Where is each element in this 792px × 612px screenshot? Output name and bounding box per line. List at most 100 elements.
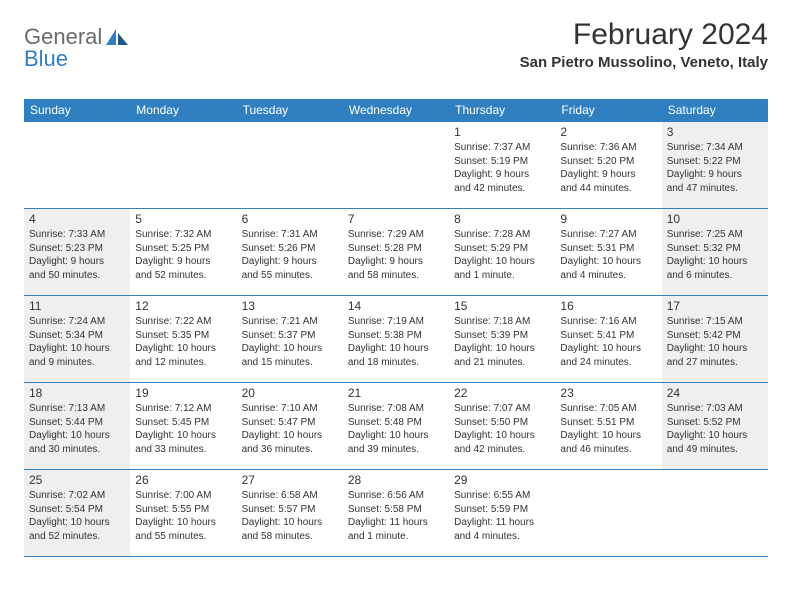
day-info-line: Sunset: 5:59 PM (454, 503, 550, 517)
day-info-line: Daylight: 10 hours (348, 342, 444, 356)
day-number: 13 (242, 299, 338, 313)
day-info-line: and 4 minutes. (560, 269, 656, 283)
day-info-line: Sunset: 5:29 PM (454, 242, 550, 256)
day-info-line: Sunrise: 7:25 AM (667, 228, 763, 242)
week-row: 25Sunrise: 7:02 AMSunset: 5:54 PMDayligh… (24, 469, 768, 557)
day-of-week-header: Sunday (24, 99, 130, 121)
day-info-line: Sunset: 5:26 PM (242, 242, 338, 256)
day-info-line: Sunrise: 7:05 AM (560, 402, 656, 416)
day-info-line: Sunset: 5:34 PM (29, 329, 125, 343)
day-of-week-header: Monday (130, 99, 236, 121)
day-info-line: Daylight: 9 hours (454, 168, 550, 182)
day-info-line: Daylight: 10 hours (454, 429, 550, 443)
day-info-line: and 42 minutes. (454, 182, 550, 196)
day-cell: 17Sunrise: 7:15 AMSunset: 5:42 PMDayligh… (662, 296, 768, 382)
day-info-line: Sunrise: 7:22 AM (135, 315, 231, 329)
day-info-line: Sunrise: 7:13 AM (29, 402, 125, 416)
day-number: 14 (348, 299, 444, 313)
day-info-line: and 50 minutes. (29, 269, 125, 283)
day-of-week-header: Saturday (662, 99, 768, 121)
week-row: 4Sunrise: 7:33 AMSunset: 5:23 PMDaylight… (24, 208, 768, 295)
day-info-line: Daylight: 10 hours (29, 342, 125, 356)
day-cell-empty (555, 470, 661, 556)
day-cell: 7Sunrise: 7:29 AMSunset: 5:28 PMDaylight… (343, 209, 449, 295)
header: General February 2024 San Pietro Mussoli… (24, 18, 768, 71)
day-info-line: Sunrise: 7:18 AM (454, 315, 550, 329)
day-cell: 2Sunrise: 7:36 AMSunset: 5:20 PMDaylight… (555, 122, 661, 208)
day-info-line: Sunset: 5:38 PM (348, 329, 444, 343)
day-info-line: Sunrise: 7:34 AM (667, 141, 763, 155)
day-info-line: Sunset: 5:19 PM (454, 155, 550, 169)
day-of-week-header: Wednesday (343, 99, 449, 121)
day-number: 19 (135, 386, 231, 400)
day-info-line: Daylight: 10 hours (454, 255, 550, 269)
day-info-line: and 27 minutes. (667, 356, 763, 370)
day-info-line: Daylight: 11 hours (348, 516, 444, 530)
day-info-line: and 6 minutes. (667, 269, 763, 283)
day-cell: 20Sunrise: 7:10 AMSunset: 5:47 PMDayligh… (237, 383, 343, 469)
day-info-line: Sunrise: 7:28 AM (454, 228, 550, 242)
day-cell: 6Sunrise: 7:31 AMSunset: 5:26 PMDaylight… (237, 209, 343, 295)
day-cell: 13Sunrise: 7:21 AMSunset: 5:37 PMDayligh… (237, 296, 343, 382)
day-number: 1 (454, 125, 550, 139)
day-cell: 4Sunrise: 7:33 AMSunset: 5:23 PMDaylight… (24, 209, 130, 295)
day-info-line: and 36 minutes. (242, 443, 338, 457)
day-info-line: Sunset: 5:52 PM (667, 416, 763, 430)
day-number: 6 (242, 212, 338, 226)
day-info-line: Sunset: 5:42 PM (667, 329, 763, 343)
day-info-line: and 15 minutes. (242, 356, 338, 370)
day-cell: 24Sunrise: 7:03 AMSunset: 5:52 PMDayligh… (662, 383, 768, 469)
day-number: 10 (667, 212, 763, 226)
day-number: 17 (667, 299, 763, 313)
day-info-line: Daylight: 9 hours (29, 255, 125, 269)
day-info-line: and 58 minutes. (348, 269, 444, 283)
week-row: 18Sunrise: 7:13 AMSunset: 5:44 PMDayligh… (24, 382, 768, 469)
day-info-line: and 24 minutes. (560, 356, 656, 370)
day-cell: 28Sunrise: 6:56 AMSunset: 5:58 PMDayligh… (343, 470, 449, 556)
day-cell: 10Sunrise: 7:25 AMSunset: 5:32 PMDayligh… (662, 209, 768, 295)
day-info-line: Daylight: 10 hours (667, 429, 763, 443)
day-info-line: and 52 minutes. (135, 269, 231, 283)
page: General February 2024 San Pietro Mussoli… (0, 0, 792, 575)
day-cell: 19Sunrise: 7:12 AMSunset: 5:45 PMDayligh… (130, 383, 236, 469)
day-info-line: and 33 minutes. (135, 443, 231, 457)
days-of-week-row: SundayMondayTuesdayWednesdayThursdayFrid… (24, 99, 768, 121)
day-info-line: and 42 minutes. (454, 443, 550, 457)
day-number: 9 (560, 212, 656, 226)
day-of-week-header: Thursday (449, 99, 555, 121)
day-info-line: Sunrise: 7:12 AM (135, 402, 231, 416)
day-cell: 27Sunrise: 6:58 AMSunset: 5:57 PMDayligh… (237, 470, 343, 556)
day-info-line: Sunset: 5:23 PM (29, 242, 125, 256)
day-info-line: Sunrise: 7:29 AM (348, 228, 444, 242)
day-info-line: Sunrise: 7:36 AM (560, 141, 656, 155)
day-info-line: Daylight: 10 hours (667, 342, 763, 356)
day-info-line: Daylight: 10 hours (135, 516, 231, 530)
day-info-line: Sunset: 5:37 PM (242, 329, 338, 343)
day-info-line: Daylight: 9 hours (242, 255, 338, 269)
day-info-line: and 55 minutes. (242, 269, 338, 283)
week-row: 1Sunrise: 7:37 AMSunset: 5:19 PMDaylight… (24, 121, 768, 208)
day-cell-empty (343, 122, 449, 208)
day-info-line: and 52 minutes. (29, 530, 125, 544)
day-info-line: Daylight: 9 hours (667, 168, 763, 182)
day-cell: 25Sunrise: 7:02 AMSunset: 5:54 PMDayligh… (24, 470, 130, 556)
day-info-line: Daylight: 11 hours (454, 516, 550, 530)
day-info-line: Sunset: 5:44 PM (29, 416, 125, 430)
day-info-line: Sunrise: 7:21 AM (242, 315, 338, 329)
day-info-line: Daylight: 10 hours (29, 429, 125, 443)
day-info-line: Sunrise: 6:55 AM (454, 489, 550, 503)
day-info-line: and 1 minute. (454, 269, 550, 283)
day-info-line: Sunset: 5:58 PM (348, 503, 444, 517)
day-info-line: Sunrise: 7:07 AM (454, 402, 550, 416)
day-info-line: and 4 minutes. (454, 530, 550, 544)
day-cell: 29Sunrise: 6:55 AMSunset: 5:59 PMDayligh… (449, 470, 555, 556)
day-cell: 15Sunrise: 7:18 AMSunset: 5:39 PMDayligh… (449, 296, 555, 382)
day-of-week-header: Friday (555, 99, 661, 121)
day-info-line: Daylight: 10 hours (135, 429, 231, 443)
day-info-line: Sunrise: 7:00 AM (135, 489, 231, 503)
day-number: 15 (454, 299, 550, 313)
day-info-line: Daylight: 9 hours (135, 255, 231, 269)
day-info-line: Sunset: 5:25 PM (135, 242, 231, 256)
day-number: 18 (29, 386, 125, 400)
day-number: 2 (560, 125, 656, 139)
